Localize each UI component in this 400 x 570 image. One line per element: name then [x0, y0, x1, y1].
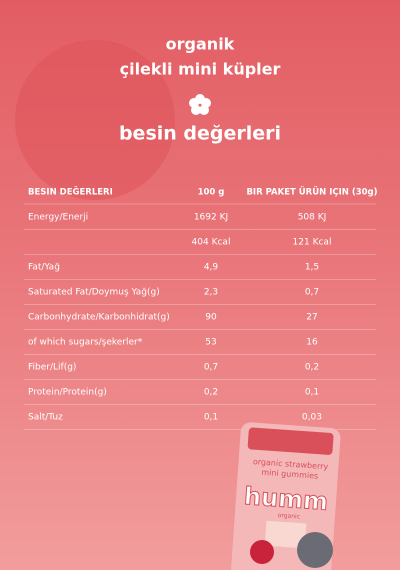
value-cell: 121 Kcal	[293, 238, 332, 248]
label-cell: Fat/Yağ	[28, 263, 60, 273]
value-cell: 53	[205, 338, 216, 348]
value-cell: 0,03	[302, 413, 322, 423]
value-cell: 508 KJ	[298, 213, 327, 223]
value-cell: 2,3	[204, 288, 218, 298]
label-cell: Protein/Protein(g)	[28, 388, 107, 398]
flower-icon	[189, 94, 211, 115]
package-brand: humm	[243, 482, 329, 516]
value-cell: 404 Kcal	[192, 238, 231, 248]
label-cell: Salt/Tuz	[28, 413, 63, 423]
label-cell: Fiber/Lif(g)	[28, 363, 76, 373]
column-header: BIR PAKET ÜRÜN IÇIN (30g)	[246, 187, 377, 198]
value-cell: 16	[306, 338, 318, 348]
value-cell: 0,2	[204, 388, 218, 398]
package-text: mini gummies	[261, 468, 318, 481]
value-cell: 4,9	[204, 263, 219, 273]
value-cell: 0,1	[204, 413, 218, 423]
column-header: BESIN DEĞERLERI	[28, 186, 113, 198]
section-title: besin değerleri	[119, 123, 281, 145]
value-cell: 0,7	[204, 363, 218, 373]
value-cell: 90	[205, 313, 217, 323]
package-text: organic	[278, 512, 301, 521]
value-cell: 1692 KJ	[194, 213, 228, 223]
value-cell: 0,7	[305, 288, 319, 298]
value-cell: 0,1	[305, 388, 319, 398]
value-cell: 1,5	[305, 263, 319, 273]
nutrition-table: BESIN DEĞERLERI 100 g BIR PAKET ÜRÜN IÇIN …	[24, 186, 378, 430]
title-line: çilekli mini küpler	[120, 60, 281, 79]
bg-blob	[15, 40, 175, 200]
label-cell: Saturated Fat/Doymuş Yağ(g)	[28, 288, 160, 298]
value-cell: 0,2	[305, 363, 319, 373]
label-cell: Energy/Enerji	[28, 213, 88, 223]
value-cell: 27	[306, 313, 317, 323]
package: organic strawberry mini gummies humm org…	[230, 422, 341, 570]
label-cell: Carbonhydrate/Karbonhidrat(g)	[28, 313, 170, 323]
column-header: 100 g	[198, 188, 225, 198]
title-line: organik	[166, 35, 235, 54]
label-cell: of which sugars/şekerler*	[28, 338, 143, 348]
